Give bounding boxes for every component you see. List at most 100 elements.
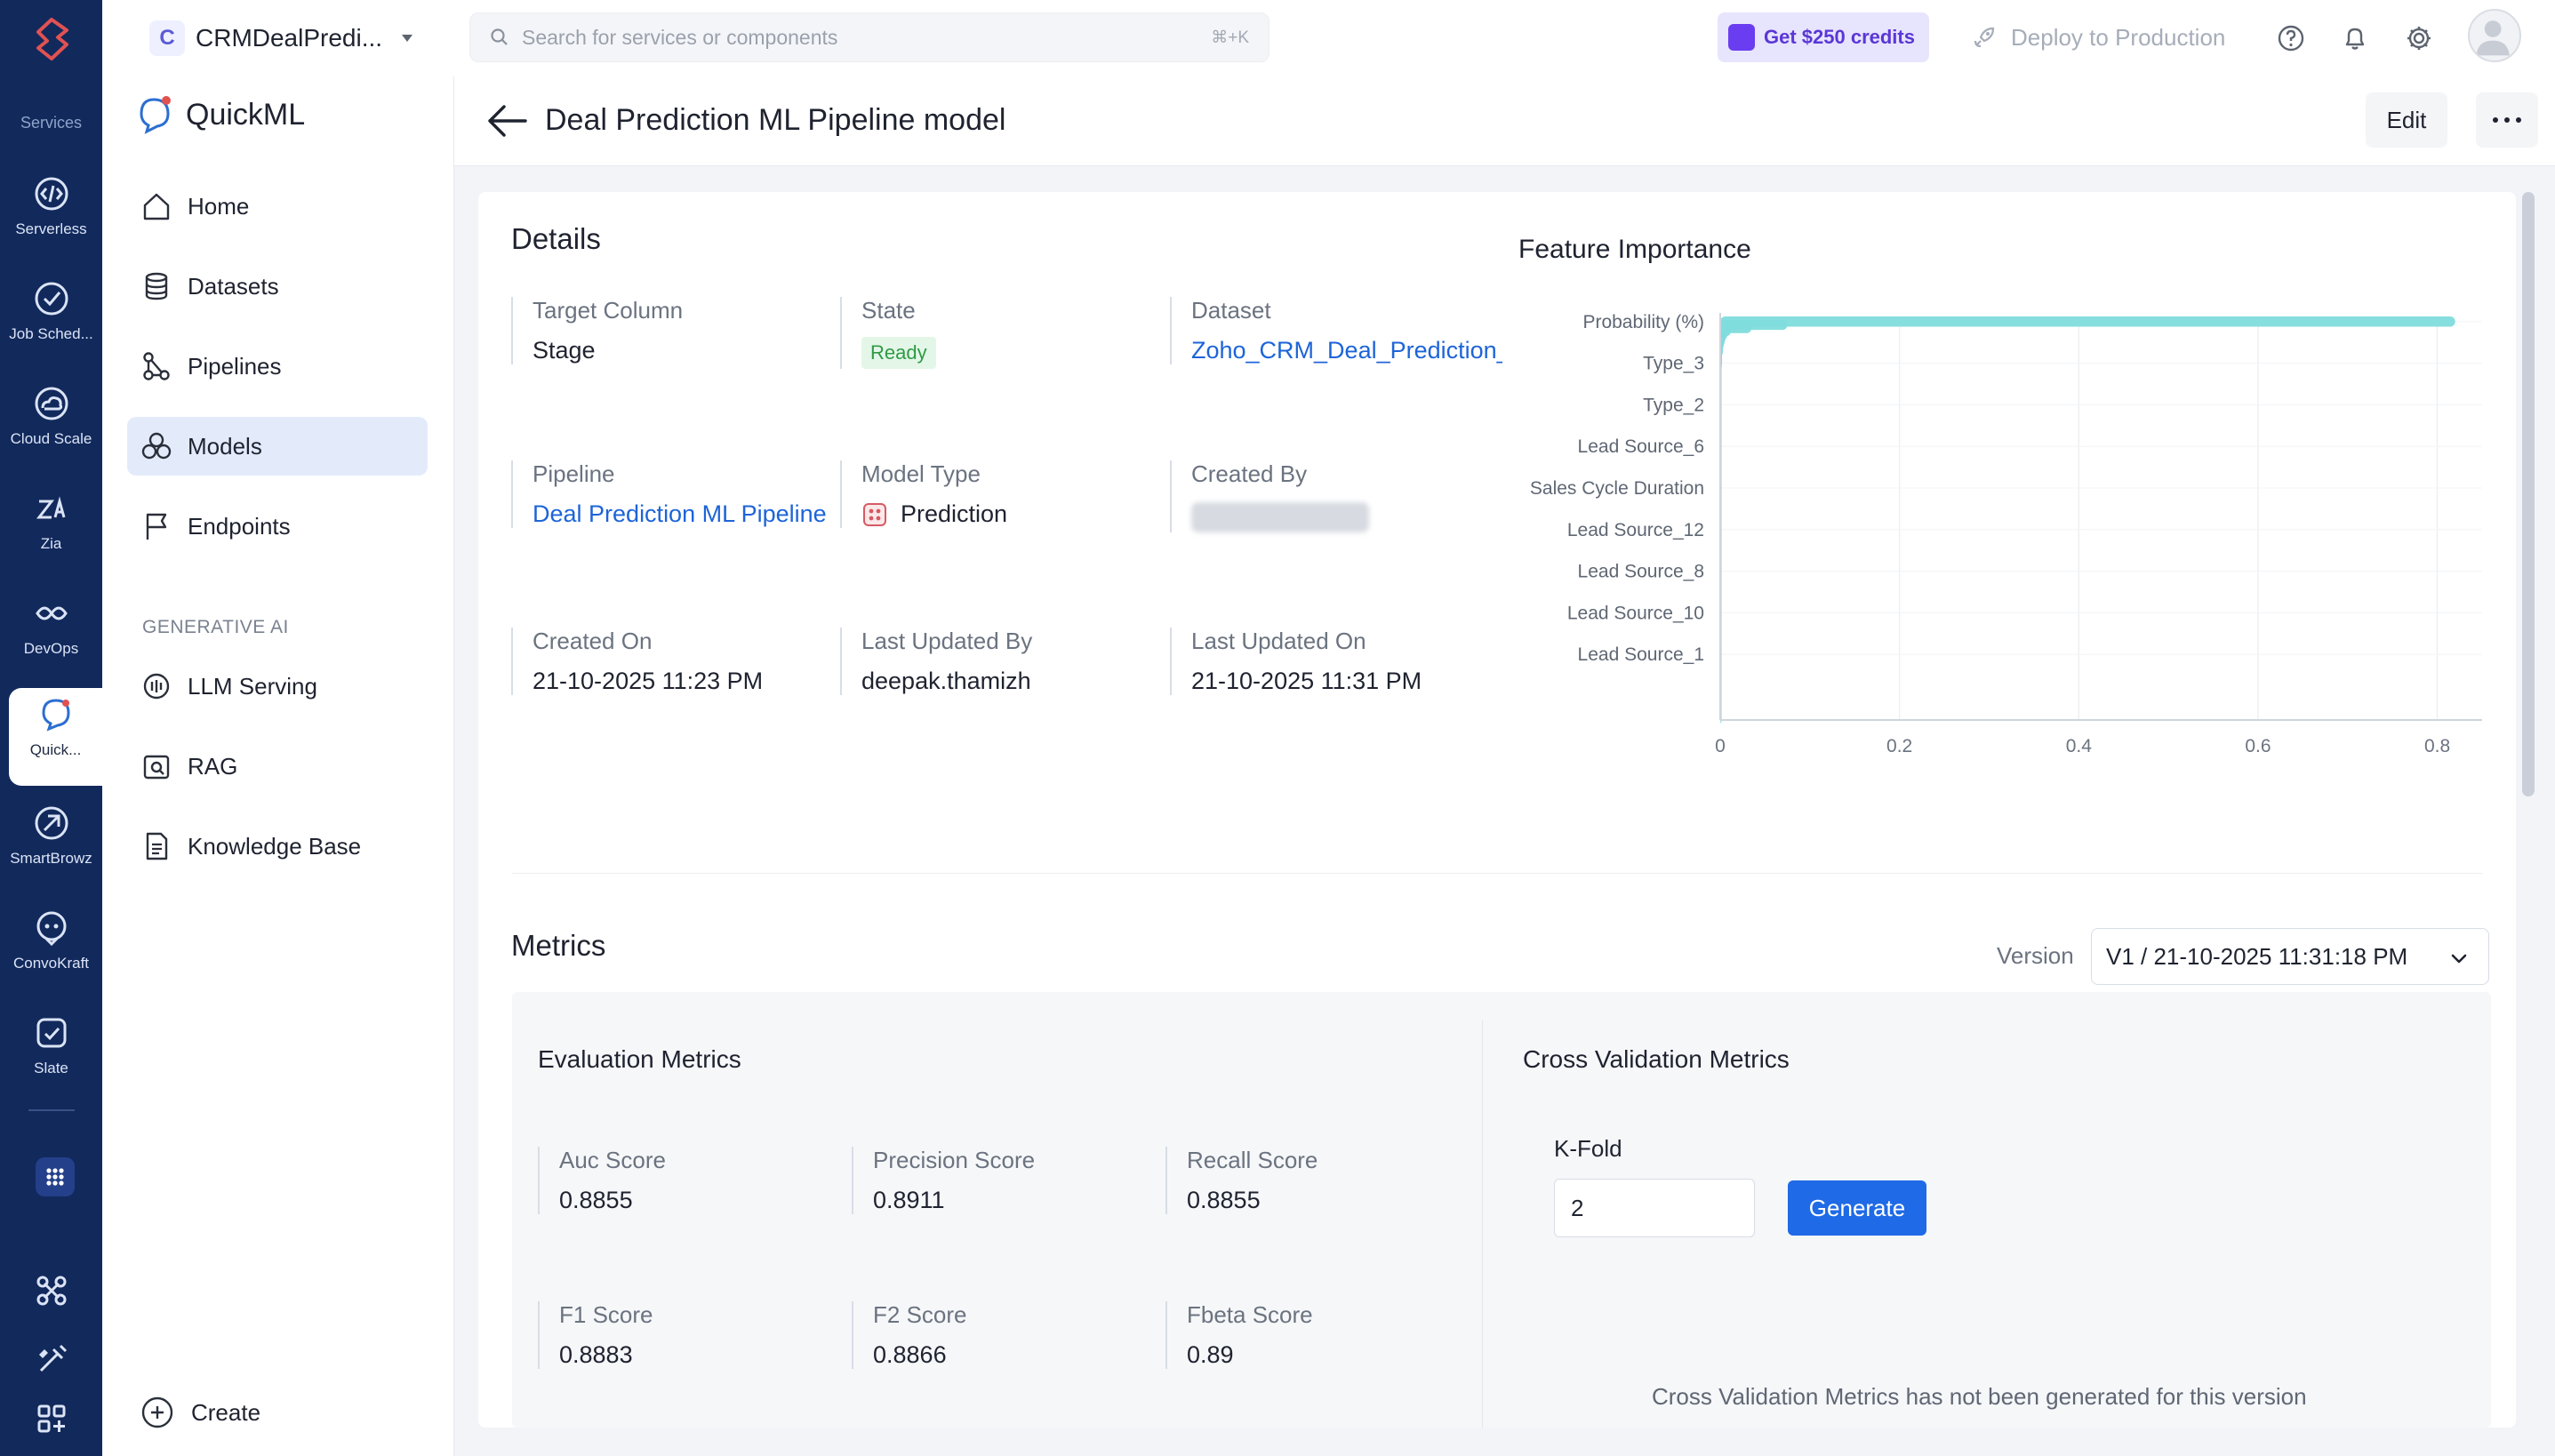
model-type-field: Model Type Prediction — [840, 460, 1007, 528]
project-selector[interactable]: C CRMDealPredi... — [149, 20, 416, 57]
nav-home[interactable]: Home — [127, 177, 428, 236]
rail-divider — [28, 1109, 75, 1111]
x-tick-label: 0.2 — [1886, 736, 1912, 756]
all-services-button[interactable] — [36, 1157, 75, 1196]
rocket-icon — [1974, 27, 1995, 48]
back-arrow-icon[interactable] — [485, 101, 529, 140]
deploy-label: Deploy to Production — [2011, 23, 2226, 51]
rail-item-job-scheduling[interactable]: Job Sched... — [0, 272, 102, 370]
nav-label: Pipelines — [188, 352, 282, 380]
cross-validation-title: Cross Validation Metrics — [1523, 1045, 1790, 1073]
created-on-field: Created On 21-10-2025 11:23 PM — [511, 628, 763, 695]
dataset-field: Dataset Zoho_CRM_Deal_Prediction_S — [1170, 297, 1502, 364]
metric-label: Fbeta Score — [1187, 1301, 1313, 1328]
field-label: Created By — [1191, 460, 1308, 487]
kfold-input[interactable] — [1554, 1179, 1755, 1237]
widgets-icon[interactable] — [34, 1401, 69, 1436]
metric-item: Recall Score 0.8855 — [1165, 1147, 1318, 1214]
nav-label: Home — [188, 192, 250, 220]
deploy-to-production-button[interactable]: Deploy to Production — [1972, 12, 2225, 62]
field-value: Stage — [533, 337, 596, 364]
get-credits-button[interactable]: Get $250 credits — [1718, 12, 1929, 62]
metric-value: 0.8855 — [559, 1187, 633, 1213]
nav-pipelines[interactable]: Pipelines — [127, 337, 428, 396]
services-label: Services — [20, 114, 83, 132]
rail-item-slate[interactable]: Slate — [0, 1006, 102, 1104]
rail-item-convokraft[interactable]: ConvoKraft — [0, 901, 102, 999]
metrics-panel — [512, 992, 2491, 1428]
home-icon — [143, 193, 170, 220]
rail-item-cloud-scale[interactable]: Cloud Scale — [0, 377, 102, 475]
metric-label: F2 Score — [873, 1301, 967, 1328]
y-category-label: Lead Source_8 — [1578, 562, 1704, 582]
rail-item-label: DevOps — [23, 640, 79, 657]
generate-button[interactable]: Generate — [1788, 1180, 1926, 1236]
state-field: State Ready — [840, 297, 936, 369]
rail-item-devops[interactable]: DevOps — [0, 587, 102, 684]
catalyst-logo-icon[interactable] — [31, 16, 72, 64]
nav-label: LLM Serving — [188, 672, 317, 700]
llm-serving-icon — [143, 673, 170, 700]
create-button[interactable]: Create — [140, 1395, 260, 1430]
nav-endpoints[interactable]: Endpoints — [127, 497, 428, 556]
metric-value: 0.8911 — [873, 1187, 945, 1213]
metric-label: F1 Score — [559, 1301, 653, 1328]
quickml-brand[interactable]: QuickML — [136, 92, 305, 137]
nav-label: Endpoints — [188, 512, 291, 540]
nav-datasets[interactable]: Datasets — [127, 257, 428, 316]
user-avatar[interactable] — [2468, 9, 2521, 62]
database-icon — [145, 272, 168, 300]
metric-value: 0.89 — [1187, 1341, 1234, 1368]
rail-item-label: Job Sched... — [9, 325, 93, 342]
rail-item-serverless[interactable]: Serverless — [0, 167, 102, 265]
integrations-icon[interactable] — [34, 1273, 69, 1308]
edit-button[interactable]: Edit — [2366, 92, 2447, 148]
metric-value: 0.8855 — [1187, 1187, 1261, 1213]
help-icon[interactable] — [2276, 23, 2306, 53]
last-updated-on-field: Last Updated On 21-10-2025 11:31 PM — [1170, 628, 1422, 695]
y-category-label: Lead Source_10 — [1567, 603, 1704, 623]
project-badge: C — [149, 20, 185, 56]
tools-icon[interactable] — [34, 1342, 69, 1378]
plus-circle-icon — [141, 1396, 173, 1428]
models-icon — [141, 432, 172, 460]
more-options-button[interactable] — [2476, 92, 2538, 148]
service-rail: Services Serverless Job Sched... Cloud S… — [0, 0, 102, 1456]
slate-icon — [36, 1018, 66, 1048]
y-category-label: Probability (%) — [1582, 312, 1704, 332]
content-scrollbar[interactable] — [2522, 192, 2535, 796]
version-select[interactable]: V1 / 21-10-2025 11:31:18 PM — [2091, 928, 2489, 985]
target-column-field: Target Column Stage — [511, 297, 683, 364]
notification-bell-icon[interactable] — [2340, 23, 2370, 53]
pipeline-link[interactable]: Deal Prediction ML Pipeline — [533, 500, 827, 527]
job-scheduler-icon — [35, 282, 68, 316]
field-value: 21-10-2025 11:23 PM — [533, 668, 764, 694]
kfold-label: K-Fold — [1554, 1135, 1622, 1162]
rail-item-zia[interactable]: Zia — [0, 482, 102, 580]
settings-gear-icon[interactable] — [2404, 23, 2434, 53]
nav-llm-serving[interactable]: LLM Serving — [127, 657, 428, 716]
nav-models[interactable]: Models — [127, 417, 428, 476]
cloud-scale-icon — [35, 387, 68, 420]
search-bar[interactable]: Search for services or components ⌘+K — [469, 12, 1269, 62]
more-horizontal-icon — [2493, 117, 2521, 123]
rail-item-label: Serverless — [15, 220, 87, 237]
nav-label: RAG — [188, 752, 238, 780]
gift-icon — [1728, 24, 1755, 51]
rail-item-label: Cloud Scale — [10, 430, 92, 447]
rail-item-label: ConvoKraft — [12, 955, 90, 972]
evaluation-metrics-title: Evaluation Metrics — [538, 1045, 741, 1073]
dataset-link[interactable]: Zoho_CRM_Deal_Prediction_S — [1191, 337, 1502, 364]
rail-item-smartbrowz[interactable]: SmartBrowz — [0, 796, 102, 894]
y-category-label: Type_2 — [1643, 395, 1704, 415]
metric-label: Recall Score — [1187, 1147, 1318, 1173]
generative-ai-section-label: GENERATIVE AI — [142, 617, 289, 637]
credits-label: Get $250 credits — [1764, 26, 1915, 48]
rail-item-quickml[interactable]: Quick... — [9, 688, 102, 786]
nav-knowledge-base[interactable]: Knowledge Base — [127, 817, 428, 876]
y-category-label: Lead Source_12 — [1567, 520, 1704, 540]
smartbrowz-icon — [35, 806, 68, 840]
field-label: Target Column — [533, 297, 684, 324]
nav-rag[interactable]: RAG — [127, 737, 428, 796]
quickml-logo-icon — [140, 96, 171, 134]
